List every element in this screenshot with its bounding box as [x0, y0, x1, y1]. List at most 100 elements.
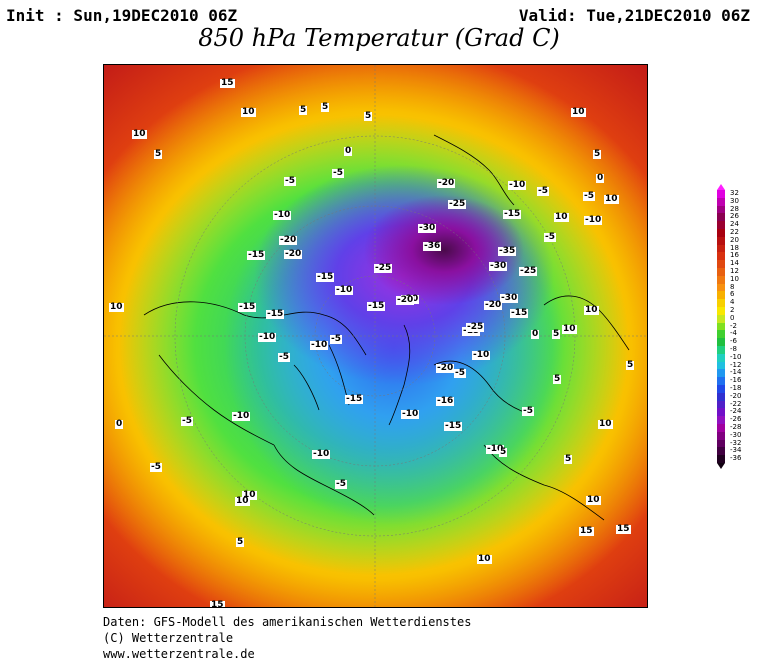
legend-label: 0	[730, 313, 735, 322]
legend-label: 24	[730, 220, 739, 229]
contour-label: -5	[278, 352, 290, 362]
legend-label: -6	[730, 337, 737, 346]
contour-label: -10	[486, 444, 505, 454]
legend-label: -36	[730, 454, 742, 463]
contour-label: -10	[310, 340, 329, 350]
contour-label: -15	[266, 309, 285, 319]
contour-label: 10	[586, 495, 601, 505]
contour-label: -10	[335, 285, 354, 295]
contour-label: 10	[554, 212, 569, 222]
contour-label: -5	[522, 406, 534, 416]
map-title: 850 hPa Temperatur (Grad C)	[198, 24, 560, 52]
contour-label: -20	[484, 300, 503, 310]
contour-label: -15	[510, 308, 529, 318]
legend-label: -8	[730, 345, 737, 353]
contour-label: 0	[531, 329, 540, 339]
legend-label: 16	[730, 251, 739, 260]
contour-label: 5	[593, 149, 602, 159]
contour-label: -30	[418, 223, 437, 233]
contour-label: -15	[238, 302, 257, 312]
footer-website[interactable]: www.wetterzentrale.de	[103, 647, 255, 661]
contour-label: 10	[584, 305, 599, 315]
contour-label: -10	[312, 449, 331, 459]
contour-label: 0	[344, 146, 353, 156]
contour-label: 10	[598, 419, 613, 429]
legend-label: 4	[730, 298, 735, 307]
legend-swatch	[717, 424, 725, 432]
contour-label: -5	[335, 479, 347, 489]
footer-credits: Daten: GFS-Modell des amerikanischen Wet…	[103, 614, 471, 662]
contour-label: -5	[284, 176, 296, 186]
contour-label: -25	[374, 263, 393, 273]
footer-copyright: (C) Wetterzentrale	[103, 631, 234, 645]
contour-label: -20	[396, 295, 415, 305]
contour-label: 5	[364, 111, 373, 121]
init-time: Init : Sun,19DEC2010 06Z	[6, 6, 238, 25]
legend-swatch	[717, 190, 725, 198]
contour-label: 5	[552, 329, 561, 339]
legend-label: 32	[730, 189, 739, 197]
legend-swatch	[717, 197, 725, 206]
contour-label: 15	[616, 524, 631, 534]
legend-swatch	[717, 408, 725, 417]
contour-label: 10	[109, 302, 124, 312]
contour-label: 5	[626, 360, 635, 370]
legend-label: -14	[730, 368, 742, 377]
contour-label: -10	[401, 409, 420, 419]
contour-label: -25	[448, 199, 467, 209]
legend-swatch	[717, 229, 725, 237]
legend-label: 20	[730, 235, 739, 244]
contour-label: -25	[466, 322, 485, 332]
legend-swatch	[717, 392, 725, 401]
contour-label: -5	[537, 186, 549, 196]
legend-swatch	[717, 353, 725, 362]
contour-label: -15	[345, 394, 364, 404]
contour-label: 5	[236, 537, 245, 547]
contour-label: -36	[423, 241, 442, 251]
legend-label: 8	[730, 282, 735, 291]
legend-swatch	[717, 205, 725, 214]
contour-label: -25	[519, 266, 538, 276]
contour-label: 5	[564, 454, 573, 464]
legend-label: -12	[730, 360, 742, 369]
legend-swatch	[717, 236, 725, 245]
legend-swatch	[717, 361, 725, 370]
legend-label: -32	[730, 438, 742, 447]
contour-label: -15	[503, 209, 522, 219]
legend-label: -18	[730, 384, 742, 392]
legend-swatch	[717, 377, 725, 386]
contour-label: -5	[181, 416, 193, 426]
contour-label: 10	[604, 194, 619, 204]
legend-label: -16	[730, 376, 742, 385]
contour-label: 5	[299, 105, 308, 115]
contour-label: 5	[154, 149, 163, 159]
legend-label: -2	[730, 321, 737, 330]
contour-label: 15	[579, 526, 594, 536]
legend-label: -30	[730, 430, 742, 439]
contour-label: 10	[562, 324, 577, 334]
contour-label: -16	[436, 396, 455, 406]
legend-label: -22	[730, 399, 742, 408]
legend-swatch	[717, 385, 725, 393]
contour-label: -35	[498, 246, 517, 256]
legend-label: -10	[730, 352, 742, 361]
legend-label: 18	[730, 243, 739, 252]
contour-label: 5	[553, 374, 562, 384]
contour-label: -15	[444, 421, 463, 431]
legend-swatch	[717, 416, 725, 425]
contour-label: -30	[500, 293, 519, 303]
legend-label: 12	[730, 267, 739, 275]
legend-swatch	[717, 221, 725, 230]
legend-label: 6	[730, 290, 735, 299]
legend-swatch	[717, 283, 725, 292]
contour-label: -10	[508, 180, 527, 190]
contour-label: -10	[232, 411, 251, 421]
legend-swatch	[717, 439, 725, 448]
contour-label: -30	[489, 261, 508, 271]
legend-label: 22	[730, 228, 739, 236]
contour-label: -5	[454, 368, 466, 378]
legend-swatch	[717, 314, 725, 323]
contour-label: 0	[596, 173, 605, 183]
contour-label: -10	[258, 332, 277, 342]
legend-swatch	[717, 447, 725, 456]
